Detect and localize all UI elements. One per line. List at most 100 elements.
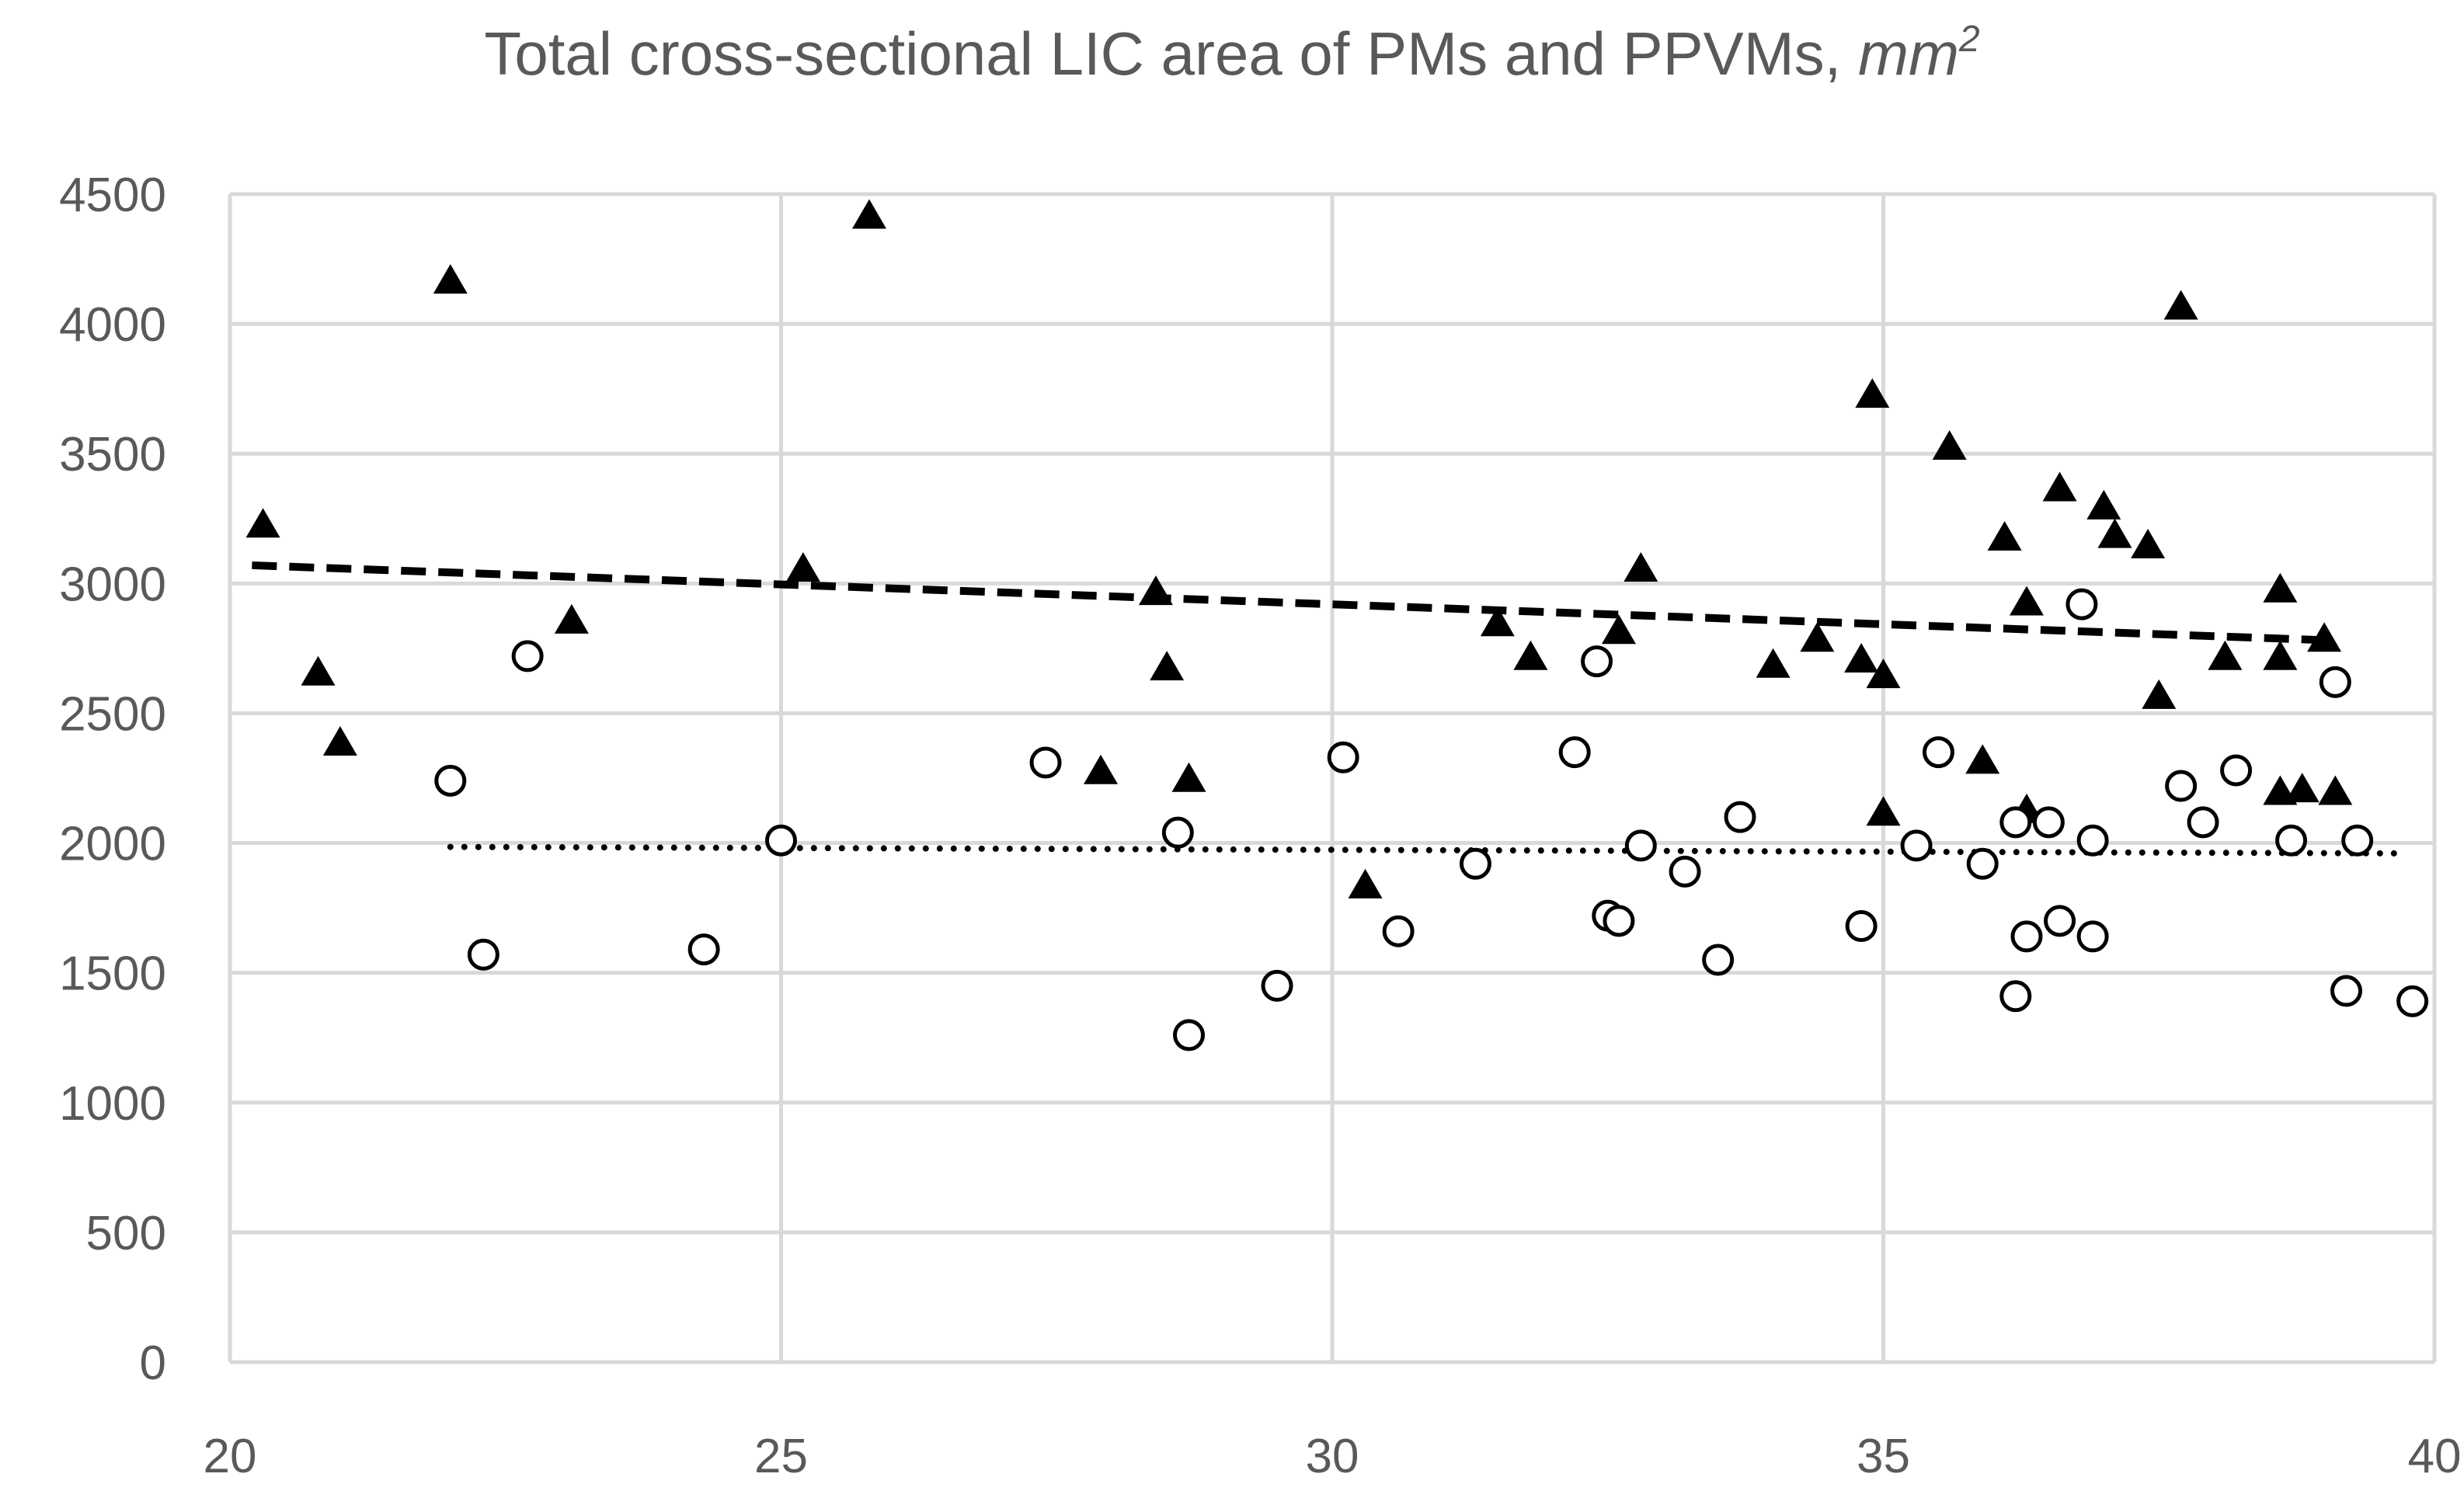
triangle-point-20 [1866, 659, 1901, 689]
circle-point-28 [2044, 905, 2076, 937]
circle-point-31 [2076, 824, 2109, 857]
triangle-point-14 [1601, 614, 1636, 645]
triangle-point-38 [2307, 622, 2342, 652]
y-tick-label: 4500 [59, 169, 166, 222]
triangle-point-22 [1932, 429, 1967, 460]
triangle-point-27 [2042, 471, 2077, 502]
triangle-point-7 [1084, 754, 1119, 784]
circle-point-36 [2319, 666, 2351, 698]
data-points [245, 199, 2429, 1051]
y-tick-label: 2000 [59, 818, 166, 871]
circle-point-1 [467, 938, 499, 971]
circle-point-19 [1724, 801, 1756, 833]
x-tick-label: 30 [1306, 1430, 1359, 1483]
triangle-point-0 [245, 508, 280, 538]
triangle-point-19 [1855, 378, 1890, 408]
chart-title-text: Total cross-sectional LIC area of PMs an… [484, 19, 1858, 88]
triangle-point-17 [1800, 622, 1835, 652]
trendlines [252, 561, 2405, 857]
circle-point-3 [687, 933, 720, 966]
triangle-point-12 [1480, 606, 1515, 637]
triangle-point-28 [2086, 489, 2121, 520]
circle-point-34 [2220, 754, 2253, 787]
y-tick-label: 3500 [59, 428, 166, 481]
chart-title-unit-superscript: 2 [1958, 19, 1980, 60]
circle-point-24 [1999, 806, 2032, 839]
circle-point-4 [765, 824, 797, 857]
circle-point-39 [2396, 985, 2429, 1017]
triangle-point-10 [1171, 762, 1206, 792]
circle-point-7 [1173, 1019, 1206, 1051]
grid-lines [228, 192, 2437, 1364]
triangle-point-16 [1756, 648, 1791, 678]
triangle-point-5 [785, 552, 820, 582]
circle-point-10 [1382, 915, 1415, 947]
circles-trend-line [447, 843, 2405, 857]
circle-point-17 [1669, 855, 1701, 888]
triangles-trend-line [252, 561, 2336, 645]
triangle-point-35 [2263, 640, 2298, 670]
circle-point-35 [2275, 824, 2308, 857]
circle-point-33 [2187, 806, 2219, 839]
triangle-point-13 [1513, 640, 1548, 670]
triangle-point-9 [1150, 651, 1185, 681]
circle-point-26 [2010, 920, 2043, 953]
triangle-point-37 [2285, 773, 2320, 803]
triangle-point-39 [2318, 775, 2353, 805]
circle-point-30 [2076, 920, 2109, 953]
y-tick-label: 0 [140, 1336, 166, 1390]
triangle-point-33 [2208, 640, 2243, 670]
x-tick-label: 25 [754, 1430, 808, 1483]
triangle-point-34 [2263, 572, 2298, 603]
circle-point-25 [1999, 980, 2032, 1013]
triangle-point-6 [852, 199, 887, 229]
triangle-point-11 [1348, 868, 1383, 898]
triangle-point-23 [1965, 744, 2000, 774]
circle-point-13 [1581, 645, 1613, 678]
x-tick-label: 20 [204, 1430, 257, 1483]
x-tick-label: 35 [1857, 1430, 1910, 1483]
circle-point-2 [511, 640, 544, 673]
triangle-point-24 [1987, 520, 2022, 551]
circle-point-20 [1845, 910, 1878, 943]
triangle-point-18 [1844, 643, 1879, 673]
triangle-point-8 [1138, 575, 1173, 606]
circle-point-32 [2165, 770, 2198, 802]
triangle-point-3 [433, 264, 468, 294]
y-tick-label: 1000 [59, 1077, 166, 1131]
y-tick-label: 500 [86, 1207, 166, 1260]
circle-point-9 [1327, 741, 1359, 773]
triangle-point-32 [2163, 290, 2198, 320]
y-tick-label: 2500 [59, 687, 166, 741]
triangle-point-25 [2009, 586, 2044, 616]
circle-point-29 [2066, 588, 2098, 620]
circle-point-0 [434, 764, 467, 797]
circle-point-8 [1261, 969, 1293, 1002]
y-tick-label: 3000 [59, 558, 166, 611]
triangle-point-2 [322, 725, 357, 756]
chart-title-unit: mm [1858, 19, 1959, 88]
chart-title: Total cross-sectional LIC area of PMs an… [484, 19, 1979, 88]
circle-point-22 [1922, 736, 1954, 769]
triangle-point-1 [301, 655, 336, 686]
circle-point-27 [2032, 806, 2065, 839]
circle-point-15 [1603, 905, 1635, 937]
triangle-point-21 [1866, 796, 1901, 826]
triangle-point-4 [554, 603, 589, 634]
circle-point-38 [2341, 824, 2374, 857]
circle-point-21 [1900, 829, 1933, 862]
y-tick-label: 4000 [59, 298, 166, 352]
circle-point-18 [1702, 944, 1735, 976]
circle-point-16 [1624, 829, 1657, 862]
circle-point-37 [2330, 975, 2362, 1007]
axis-tick-labels: 0 500 1000 1500 2000 2500 3000 3500 4000 4500 20 25… [59, 169, 2461, 1483]
triangle-point-30 [2131, 528, 2166, 558]
y-tick-label: 1500 [59, 947, 166, 1001]
triangle-point-31 [2142, 679, 2177, 709]
circle-point-5 [1029, 746, 1062, 779]
circle-point-6 [1161, 816, 1194, 849]
triangle-point-29 [2097, 518, 2132, 548]
circle-point-11 [1459, 847, 1491, 880]
